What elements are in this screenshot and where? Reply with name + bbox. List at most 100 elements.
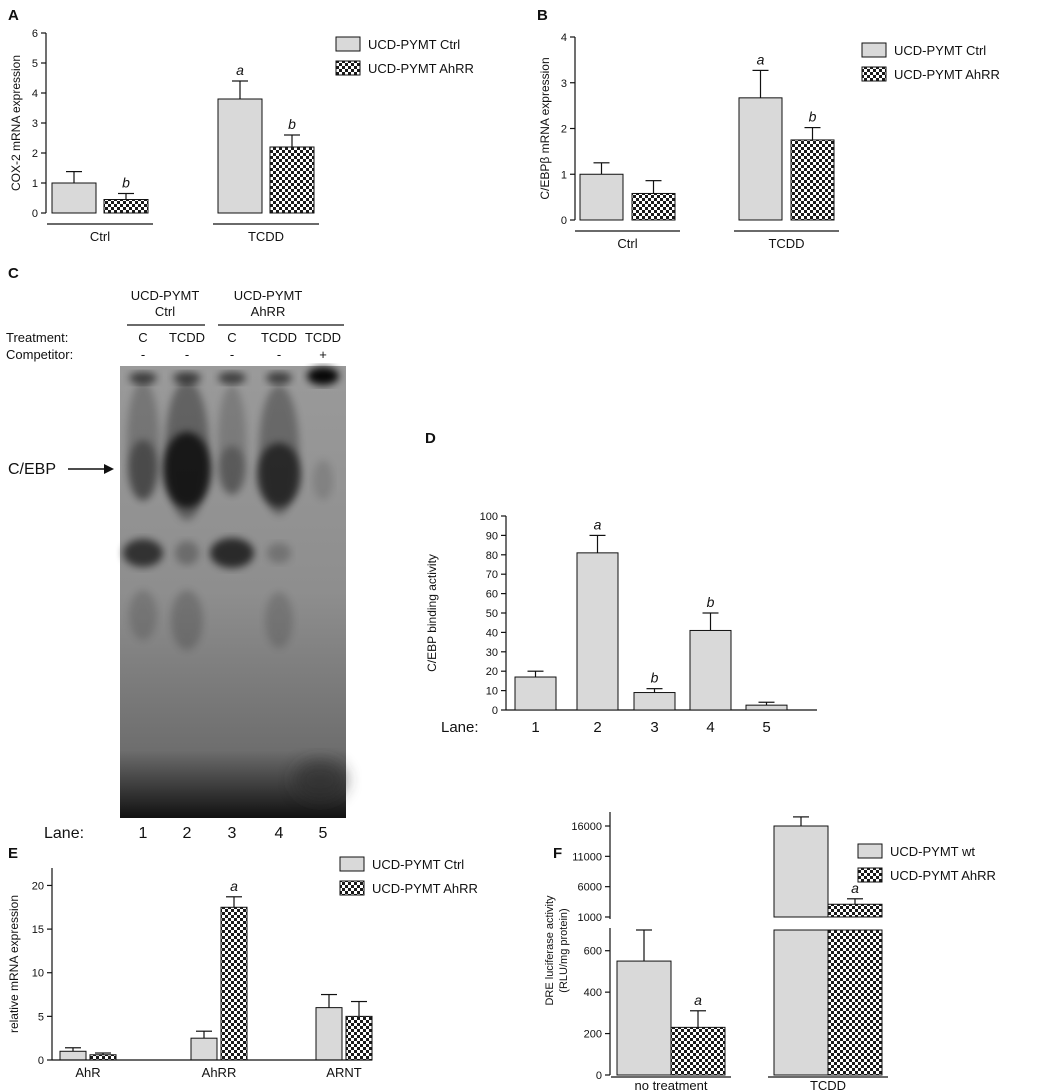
panel-b-legend-label-0: UCD-PYMT Ctrl bbox=[894, 43, 986, 58]
gel-band-14 bbox=[123, 539, 163, 567]
panel-f-group-label-0: no treatment bbox=[635, 1078, 708, 1092]
panel-d-y-tick-label-6: 60 bbox=[486, 589, 498, 601]
panel-a-label: A bbox=[8, 7, 19, 24]
panel-e: E bbox=[8, 845, 18, 862]
gel-free-probe-smear bbox=[294, 760, 346, 800]
panel-e-group-label-0: AhR bbox=[75, 1065, 100, 1080]
panel-a-y-tick-label-0: 0 bbox=[32, 208, 38, 220]
panel-a-y-tick-label-6: 6 bbox=[32, 28, 38, 40]
panel-a-legend-label-1: UCD-PYMT AhRR bbox=[368, 61, 474, 76]
panel-d-y-tick-label-10: 100 bbox=[480, 511, 498, 523]
gel-treatment-4: TCDD bbox=[305, 330, 341, 345]
gel-treatment-label: Treatment: bbox=[6, 330, 68, 345]
panel-e-label: E bbox=[8, 845, 18, 862]
panel-f-bar-1-0-lower bbox=[773, 929, 829, 1076]
panel-f-bar-1-0-upper bbox=[773, 825, 829, 918]
panel-d-y-tick-label-3: 30 bbox=[486, 647, 498, 659]
panel-d-chart: 0 10 20 30 40 50 60 70 80 90 100 C/EBP binding acti… bbox=[425, 511, 817, 736]
panel-f-bar-0-1 bbox=[670, 1026, 726, 1076]
gel-competitor-2: - bbox=[230, 347, 234, 362]
panel-c: C bbox=[8, 265, 19, 282]
panel-f-sig-1-1: a bbox=[851, 880, 859, 896]
panel-e-bar-1-0 bbox=[190, 1037, 218, 1061]
panel-a-legend-swatch-1 bbox=[335, 60, 361, 76]
panel-b-legend-label-1: UCD-PYMT AhRR bbox=[894, 67, 1000, 82]
panel-e-group-label-1: AhRR bbox=[202, 1065, 237, 1080]
panel-d-y-tick-label-4: 40 bbox=[486, 627, 498, 639]
panel-b-chart: 0 1 2 3 4 C/EBPβ mRNA expression Ctrl a b TCDD UCD… bbox=[538, 32, 1000, 251]
panel-b-bar-0-0 bbox=[579, 173, 624, 221]
panel-e-y-label: relative mRNA expression bbox=[7, 895, 21, 1033]
gel-treatment-1: TCDD bbox=[169, 330, 205, 345]
panel-a-sig-1-1: b bbox=[288, 116, 296, 132]
gel-competitor-4: + bbox=[319, 347, 327, 362]
panel-f-legend-swatch-1 bbox=[857, 867, 883, 883]
panel-d-x-tick-label-2: 3 bbox=[650, 719, 658, 736]
gel-band-2 bbox=[218, 372, 246, 384]
panel-f-bar-1-1-upper bbox=[827, 903, 883, 918]
panel-a: A bbox=[8, 7, 19, 24]
gel-band-arrow-head bbox=[104, 464, 114, 474]
panel-c-label: C bbox=[8, 265, 19, 282]
gel-lane-prefix: Lane: bbox=[44, 825, 84, 842]
panel-b-y-tick-label-3: 3 bbox=[561, 78, 567, 90]
panel-f-bar-1-1-lower bbox=[827, 929, 883, 1076]
panel-b-y-tick-label-0: 0 bbox=[561, 215, 567, 227]
panel-d-bar-3 bbox=[689, 629, 732, 711]
gel-competitor-0: - bbox=[141, 347, 145, 362]
panel-f-sig-0-1: a bbox=[694, 992, 702, 1008]
gel-competitor-3: - bbox=[277, 347, 281, 362]
panel-a-y-tick-label-3: 3 bbox=[32, 118, 38, 130]
panel-f-chart: 1000 6000 11000 16000 0 200 400 600 DRE lucifera… bbox=[544, 812, 996, 1092]
panel-e-legend-swatch-0 bbox=[339, 856, 365, 872]
panel-f-lower-y-tick-label-0: 0 bbox=[596, 1070, 602, 1082]
panel-f-legend-swatch-0 bbox=[857, 843, 883, 859]
panel-f-upper-y-tick-label-0: 1000 bbox=[578, 912, 602, 924]
panel-a-y-tick-label-2: 2 bbox=[32, 148, 38, 160]
panel-e-sig-1-1: a bbox=[230, 878, 238, 894]
gel-band-10 bbox=[163, 432, 211, 508]
panel-e-bar-0-1 bbox=[89, 1054, 117, 1061]
panel-d-x-tick-label-3: 4 bbox=[706, 719, 714, 736]
panel-a-legend-label-0: UCD-PYMT Ctrl bbox=[368, 37, 460, 52]
panel-b-sig-1-0: a bbox=[757, 51, 765, 67]
panel-a-y-tick-label-5: 5 bbox=[32, 58, 38, 70]
gel-band-19 bbox=[171, 590, 203, 650]
gel-competitor-label: Competitor: bbox=[6, 347, 73, 362]
panel-b-bar-1-1 bbox=[790, 139, 835, 221]
panel-d-bar-1 bbox=[576, 552, 619, 711]
panel-d-y-tick-label-7: 70 bbox=[486, 569, 498, 581]
panel-d-x-prefix: Lane: bbox=[441, 719, 479, 736]
gel-lane-3: 4 bbox=[275, 825, 284, 842]
panel-b-legend-swatch-0 bbox=[861, 42, 887, 58]
gel-band-13 bbox=[313, 460, 333, 500]
panel-b-y-tick-label-2: 2 bbox=[561, 124, 567, 136]
panel-d-y-tick-label-0: 0 bbox=[492, 705, 498, 717]
panel-b-y-tick-label-1: 1 bbox=[561, 169, 567, 181]
panel-d-x-tick-label-0: 1 bbox=[531, 719, 539, 736]
panel-a-group-label-0: Ctrl bbox=[90, 229, 110, 244]
gel-band-20 bbox=[265, 592, 293, 648]
panel-f-lower-y-tick-label-2: 400 bbox=[584, 987, 602, 999]
panel-e-legend-swatch-1 bbox=[339, 880, 365, 896]
panel-d-y-tick-label-2: 20 bbox=[486, 666, 498, 678]
gel-treatment-0: C bbox=[138, 330, 147, 345]
gel-band-0 bbox=[129, 372, 157, 384]
gel-band-12 bbox=[257, 443, 301, 507]
panel-e-y-tick-label-0: 0 bbox=[38, 1055, 44, 1067]
gel-band-15 bbox=[175, 541, 199, 565]
panel-b-y-tick-label-4: 4 bbox=[561, 32, 567, 44]
gel-lane-0: 1 bbox=[139, 825, 148, 842]
panel-a-bar-0-1 bbox=[103, 199, 149, 214]
panel-d-sig-1: a bbox=[594, 516, 602, 532]
panel-f-label: F bbox=[553, 845, 562, 862]
panel-d-bar-4 bbox=[745, 704, 788, 711]
gel-group1-label: UCD-PYMT bbox=[131, 288, 200, 303]
panel-d-sig-3: b bbox=[707, 594, 715, 610]
panel-f-bar-0-0 bbox=[616, 960, 672, 1076]
panel-a-bar-1-1 bbox=[269, 146, 315, 214]
gel-group2-label: UCD-PYMT bbox=[234, 288, 303, 303]
panel-f: F bbox=[553, 845, 562, 862]
panel-f-group-label-1: TCDD bbox=[810, 1078, 846, 1092]
